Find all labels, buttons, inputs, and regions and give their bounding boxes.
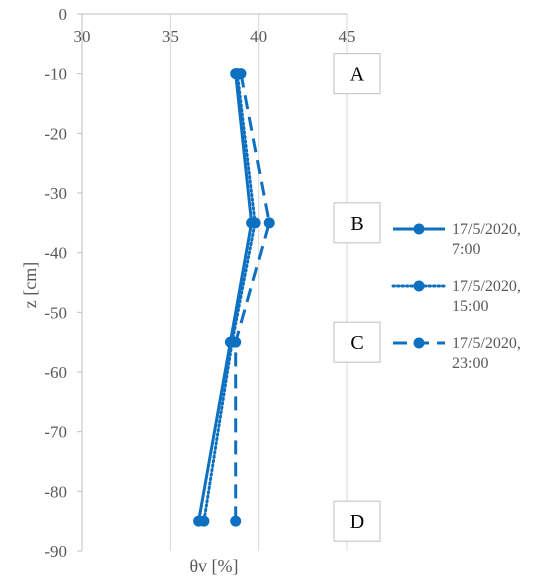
x-axis-title: θv [%] (189, 556, 238, 576)
series-line (202, 72, 257, 523)
legend-entry-1: 17/5/2020, 7:00 (393, 221, 521, 258)
axes (77, 13, 347, 552)
data-point (230, 336, 242, 348)
region-labels: A B C D (333, 53, 381, 542)
region-label-box: A (333, 53, 381, 95)
y-tick-label: 0 (59, 5, 68, 24)
region-label-box: D (333, 500, 381, 542)
y-tick-label: -80 (44, 482, 67, 501)
legend-swatch-marker (413, 280, 425, 292)
legend: 17/5/2020, 7:00 17/5/2020, 15:00 17/5/2020, 2… (391, 221, 521, 372)
data-point (263, 217, 275, 229)
series-2 (198, 68, 261, 527)
series-line (234, 73, 271, 522)
region-label-box: C (333, 321, 381, 363)
region-label-text: B (350, 213, 363, 235)
label-box-frame (333, 202, 381, 244)
gridlines (169, 14, 348, 551)
data-point (249, 217, 261, 229)
y-tick-label: -60 (44, 363, 67, 382)
legend-label: 17/5/2020, 15:00 (452, 278, 521, 315)
series-line (197, 73, 254, 522)
y-tick-label: -10 (44, 65, 67, 84)
data-point (230, 515, 242, 527)
tick-labels: 30 35 40 45 0 -10 -20 -30 -40 -50 -60 -70 -80 -90 (44, 5, 355, 561)
legend-swatch-marker (413, 337, 425, 349)
region-label-text: C (350, 332, 363, 354)
x-tick-label: 35 (162, 27, 179, 46)
y-tick-label: -70 (44, 423, 67, 442)
y-tick-label: -40 (44, 244, 67, 263)
legend-entry-2: 17/5/2020, 15:00 (391, 278, 521, 315)
x-tick-label: 40 (250, 27, 267, 46)
legend-label: 17/5/2020, 23:00 (452, 335, 521, 372)
label-box-frame (333, 500, 381, 542)
y-tick-label: -30 (44, 184, 67, 203)
x-tick-label: 30 (74, 27, 91, 46)
region-label-text: A (350, 64, 365, 86)
legend-label: 17/5/2020, 7:00 (452, 221, 521, 258)
label-box-frame (333, 53, 381, 95)
y-tick-label: -20 (44, 124, 67, 143)
x-tick-label: 45 (339, 27, 356, 46)
legend-entry-3: 17/5/2020, 23:00 (393, 335, 521, 372)
y-axis-title: z [cm] (20, 262, 40, 308)
legend-swatch-marker (413, 223, 425, 235)
data-point (235, 68, 247, 80)
series-3 (230, 68, 275, 527)
y-tick-label: -50 (44, 303, 67, 322)
data-point (198, 515, 210, 527)
region-label-text: D (350, 511, 364, 533)
label-box-frame (333, 321, 381, 363)
y-tick-label: -90 (44, 542, 67, 561)
region-label-box: B (333, 202, 381, 244)
series-group (193, 68, 275, 527)
